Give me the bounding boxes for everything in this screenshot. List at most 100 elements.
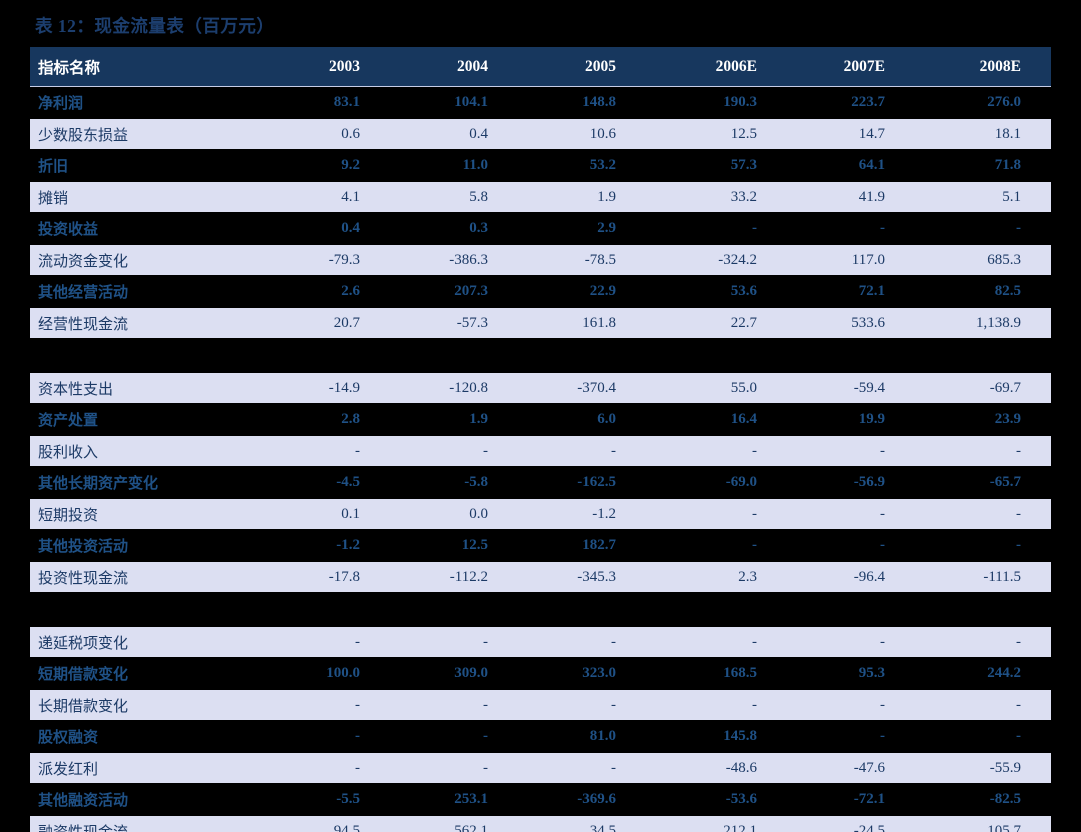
- row-label: 折旧: [30, 149, 280, 181]
- cell-value: 145.8: [646, 720, 787, 752]
- cell-value: -1.2: [280, 529, 390, 561]
- row-label: 股利收入: [30, 434, 280, 467]
- cell-value: -: [915, 625, 1051, 658]
- table-row: 折旧 9.2 11.0 53.2 57.3 64.1 71.8: [30, 149, 1051, 181]
- cell-value: -: [518, 688, 646, 721]
- cell-value: -: [646, 625, 787, 658]
- cell-value: -: [518, 751, 646, 784]
- cell-value: -: [915, 688, 1051, 721]
- row-label: 流动资金变化: [30, 243, 280, 276]
- cell-value: 6.0: [518, 403, 646, 435]
- cell-value: 223.7: [787, 86, 915, 118]
- cell-value: -: [280, 625, 390, 658]
- cell-value: -369.6: [518, 783, 646, 815]
- row-label: 短期借款变化: [30, 657, 280, 689]
- cell-value: -: [915, 529, 1051, 561]
- year-column-header: 2003: [280, 47, 390, 87]
- cell-value: 18.1: [915, 117, 1051, 150]
- cell-value: -53.6: [646, 783, 787, 815]
- cell-value: 0.3: [390, 212, 518, 244]
- row-label: 其他长期资产变化: [30, 466, 280, 498]
- cell-value: 0.0: [390, 497, 518, 530]
- cell-value: 562.1: [390, 814, 518, 832]
- cell-value: 1.9: [518, 180, 646, 213]
- cell-value: 10.6: [518, 117, 646, 150]
- row-label: 资产处置: [30, 403, 280, 435]
- row-label: 其他融资活动: [30, 783, 280, 815]
- row-label: 递延税项变化: [30, 625, 280, 658]
- table-row: 流动资金变化 -79.3 -386.3 -78.5 -324.2 117.0 685.3: [30, 243, 1051, 276]
- cell-value: 14.7: [787, 117, 915, 150]
- table-row: 其他投资活动 -1.2 12.5 182.7- - -: [30, 529, 1051, 561]
- row-label: 长期借款变化: [30, 688, 280, 721]
- table-row: 长期借款变化 - - - - - -: [30, 688, 1051, 721]
- cell-value: -48.6: [646, 751, 787, 784]
- cell-value: -: [646, 688, 787, 721]
- table-header: 指标名称 2003 2004 2005 2006E 2007E 2008E: [30, 47, 1051, 87]
- cell-value: -162.5: [518, 466, 646, 498]
- cell-value: -82.5: [915, 783, 1051, 815]
- cell-value: 12.5: [646, 117, 787, 150]
- cell-value: -: [915, 212, 1051, 244]
- cell-value: 0.1: [280, 497, 390, 530]
- cell-value: -: [787, 212, 915, 244]
- cell-value: -72.1: [787, 783, 915, 815]
- table-body: 净利润 83.1 104.1 148.8 190.3 223.7 276.0 少数股东损益 0.…: [30, 86, 1051, 832]
- cell-value: -386.3: [390, 243, 518, 276]
- cell-value: -: [646, 497, 787, 530]
- cell-value: -65.7: [915, 466, 1051, 498]
- cell-value: 16.4: [646, 403, 787, 435]
- table-row: 股权融资 - -81.0 145.8- -: [30, 720, 1051, 752]
- cell-value: -1.2: [518, 497, 646, 530]
- table-row: 投资性现金流 -17.8 -112.2 -345.3 2.3 -96.4 -111.5: [30, 560, 1051, 593]
- cell-value: 72.1: [787, 275, 915, 307]
- table-row: 其他融资活动 -5.5 253.1 -369.6 -53.6 -72.1 -82.5: [30, 783, 1051, 815]
- cell-value: -59.4: [787, 371, 915, 404]
- cell-value: 83.1: [280, 86, 390, 118]
- cell-value: 105.7: [915, 814, 1051, 832]
- cell-value: -: [518, 434, 646, 467]
- cell-value: -324.2: [646, 243, 787, 276]
- cell-value: 33.2: [646, 180, 787, 213]
- cell-value: -: [280, 434, 390, 467]
- cell-value: -69.0: [646, 466, 787, 498]
- table-row: 其他长期资产变化 -4.5 -5.8 -162.5 -69.0 -56.9 -65.7: [30, 466, 1051, 498]
- cell-value: -56.9: [787, 466, 915, 498]
- year-column-header: 2005: [518, 47, 646, 87]
- cell-value: 0.6: [280, 117, 390, 150]
- cell-value: -47.6: [787, 751, 915, 784]
- cell-value: 1,138.9: [915, 306, 1051, 339]
- cell-value: 190.3: [646, 86, 787, 118]
- cell-value: -5.5: [280, 783, 390, 815]
- row-label: 资本性支出: [30, 371, 280, 404]
- cell-value: -79.3: [280, 243, 390, 276]
- cell-value: 161.8: [518, 306, 646, 339]
- cell-value: -: [787, 720, 915, 752]
- cell-value: 2.8: [280, 403, 390, 435]
- cell-value: -: [646, 212, 787, 244]
- table-row: 资产处置 2.8 1.9 6.0 16.4 19.9 23.9: [30, 403, 1051, 435]
- row-label: 投资性现金流: [30, 560, 280, 593]
- cell-value: -: [280, 720, 390, 752]
- cell-value: 4.1: [280, 180, 390, 213]
- cash-flow-table-container: 指标名称 2003 2004 2005 2006E 2007E 2008E 净利…: [30, 47, 1051, 832]
- row-label: 投资收益: [30, 212, 280, 244]
- cell-value: 533.6: [787, 306, 915, 339]
- cell-value: 2.6: [280, 275, 390, 307]
- cell-value: -120.8: [390, 371, 518, 404]
- cell-value: 685.3: [915, 243, 1051, 276]
- cell-value: -: [915, 497, 1051, 530]
- table-row: 派发红利 - - - -48.6 -47.6 -55.9: [30, 751, 1051, 784]
- cell-value: -: [915, 434, 1051, 467]
- cell-value: -: [646, 434, 787, 467]
- cell-value: 5.8: [390, 180, 518, 213]
- section-gap-cell: [30, 338, 1051, 372]
- row-label: 净利润: [30, 86, 280, 118]
- cell-value: 104.1: [390, 86, 518, 118]
- year-column-header: 2008E: [915, 47, 1051, 87]
- cell-value: -: [787, 497, 915, 530]
- cell-value: 168.5: [646, 657, 787, 689]
- cash-flow-table: 指标名称 2003 2004 2005 2006E 2007E 2008E 净利…: [30, 47, 1051, 832]
